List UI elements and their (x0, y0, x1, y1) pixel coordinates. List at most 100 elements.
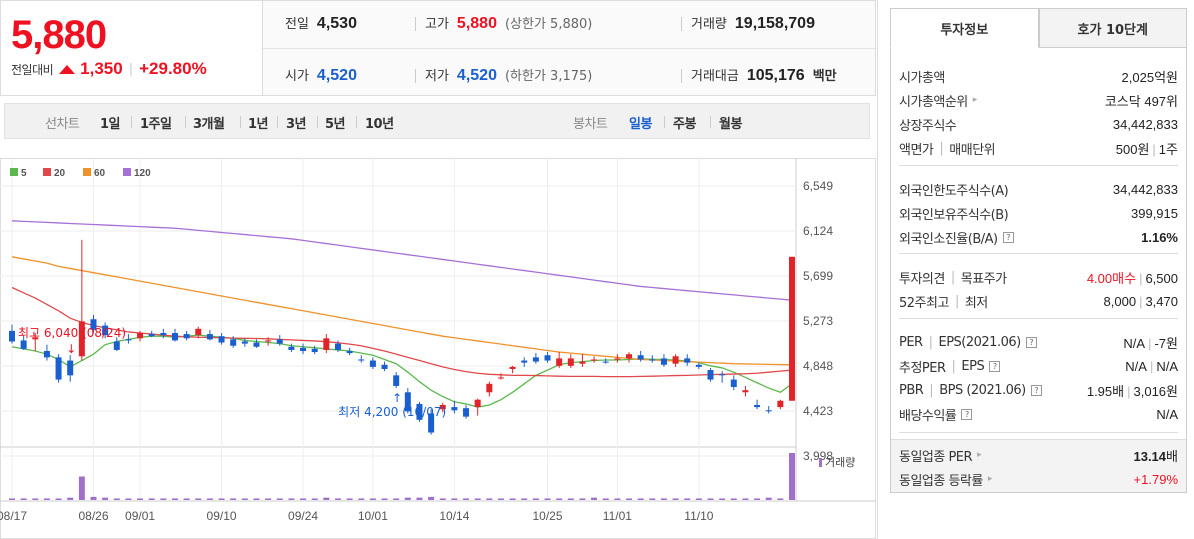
info-label-2: 최저 (964, 295, 988, 311)
period-5y[interactable]: 5년 (325, 117, 346, 132)
info-value: 34,442,833 (1112, 116, 1178, 132)
help-icon: ? (961, 408, 973, 420)
volume-bar (463, 498, 470, 500)
candle-body (579, 361, 586, 364)
volume-bar (393, 498, 400, 500)
volume-bar (404, 497, 411, 500)
candle-body (637, 355, 644, 360)
info-value: 34,442,833 (1112, 181, 1178, 197)
candle-body (230, 339, 237, 346)
period-1y[interactable]: 1년 (248, 117, 269, 132)
info-value: +1.79% (1133, 471, 1178, 487)
info-label: 배당수익률 (899, 408, 957, 424)
volume-bar (276, 498, 283, 500)
candle-body (428, 413, 435, 433)
stat-high: 고가 5,880 (상한가 5,880) (425, 15, 593, 32)
volume-bar (777, 498, 784, 500)
period-10y[interactable]: 10년 (365, 117, 394, 132)
stat-volume: 거래량 19,158,709 (691, 15, 815, 32)
candle-body (288, 346, 295, 350)
candle-body (358, 359, 365, 361)
candlestick-chart[interactable]: 6,549 6,124 5,699 5,273 4,848 4,423 3,998 08/17… (0, 158, 876, 539)
info-row: 시가총액순위 ▸ 코스닥 497위 (899, 90, 1178, 110)
period-3y[interactable]: 3년 (286, 117, 307, 132)
legend-swatch (43, 168, 51, 176)
candle-monthly[interactable]: 월봉 (719, 117, 742, 132)
candle-body (532, 357, 539, 362)
tab-investment-info[interactable]: 투자정보 (890, 8, 1039, 48)
info-row: 외국인한도주식수(A) 34,442,833 (899, 179, 1178, 199)
y-tick-label: 4,423 (803, 404, 833, 418)
volume-bar (579, 498, 586, 500)
volume-bar (334, 498, 341, 500)
tab-orderbook[interactable]: 호가 10단계 (1038, 8, 1187, 48)
info-row: 외국인소진율(B/A)? 1.16% (899, 227, 1178, 247)
volume-bar (137, 498, 144, 500)
up-arrow-icon (59, 64, 76, 74)
info-row: 투자의견 | 목표주가 4.00매수 | 6,500 (899, 269, 1178, 287)
info-value: 399,915 (1131, 205, 1178, 221)
candle-body (707, 370, 714, 380)
volume-bar (451, 498, 458, 500)
investment-info-panel: 투자정보 호가 10단계 시가총액 2,025억원 시가총액순위 ▸ 코스닥 497위 상… (877, 0, 1194, 539)
chart-period-toolbar: 선차트 1일 1주일 3개월 1년 3년 5년 10년 봉차트 일봉 주봉 월봉 (4, 103, 870, 139)
info-label: 외국인한도주식수(A) (899, 183, 1009, 199)
chart-frame (0, 158, 876, 539)
candle-body (32, 337, 39, 340)
candle-body (486, 383, 493, 393)
volume-bar (55, 498, 62, 500)
candle-body (183, 334, 190, 339)
info-value: N/A | N/A (1125, 358, 1178, 374)
legend-label: 60 (94, 168, 106, 179)
candle-body (660, 358, 667, 365)
candle-body (346, 351, 353, 354)
line-chart-label[interactable]: 선차트 (45, 117, 80, 132)
candle-body (195, 328, 202, 336)
x-tick-label: 10/14 (439, 509, 469, 523)
candle-body (544, 355, 551, 361)
volume-bar (67, 497, 74, 500)
candle-body (67, 360, 74, 376)
candle-body (754, 404, 761, 408)
volume-bar (637, 498, 644, 500)
legend-label: 120 (134, 168, 151, 179)
stat-low: 저가 4,520 (하한가 3,175) (425, 67, 593, 84)
info-row: 추정PER | EPS? N/A | N/A (899, 358, 1178, 376)
candle-chart-label[interactable]: 봉차트 (573, 117, 608, 132)
info-label-2: BPS (2021.06) (939, 382, 1026, 398)
volume-bar (486, 498, 493, 500)
info-value: 4.00매수 | 6,500 (1086, 270, 1178, 286)
candle-body (602, 361, 609, 363)
volume-bar (358, 498, 365, 500)
candle-body (777, 400, 784, 408)
candle-daily[interactable]: 일봉 (629, 117, 652, 132)
x-tick-label: 09/01 (125, 509, 155, 523)
candle-body (171, 333, 178, 341)
change-label: 전일대비 (11, 62, 54, 77)
period-1d[interactable]: 1일 (100, 117, 121, 132)
info-value: 13.14배 (1133, 448, 1178, 464)
legend-swatch (123, 168, 131, 176)
info-row: 액면가 | 매매단위 500원 | 1주 (899, 140, 1178, 158)
period-3m[interactable]: 3개월 (193, 117, 225, 132)
volume-bar (626, 498, 633, 500)
volume-bar (125, 498, 132, 500)
period-1w[interactable]: 1주일 (140, 117, 172, 132)
info-label: 상장주식수 (899, 118, 957, 134)
candle-body (265, 340, 272, 342)
volume-bar (416, 497, 423, 500)
volume-bar (90, 496, 97, 500)
info-label: PER (899, 334, 923, 350)
volume-bar (346, 498, 353, 500)
candle-body (113, 341, 120, 350)
candle-weekly[interactable]: 주봉 (673, 117, 696, 132)
volume-bar (381, 498, 388, 500)
help-icon: ? (1025, 336, 1037, 348)
volume-bar (148, 498, 155, 500)
chevron-right-icon: ▸ (977, 450, 982, 460)
info-label: 동일업종 등락률 (899, 473, 983, 489)
info-tabs: 투자정보 호가 10단계 (890, 8, 1187, 48)
candle-body (591, 359, 598, 361)
info-value: 1.16% (1141, 229, 1178, 245)
info-value: 코스닥 497위 (1104, 93, 1178, 109)
